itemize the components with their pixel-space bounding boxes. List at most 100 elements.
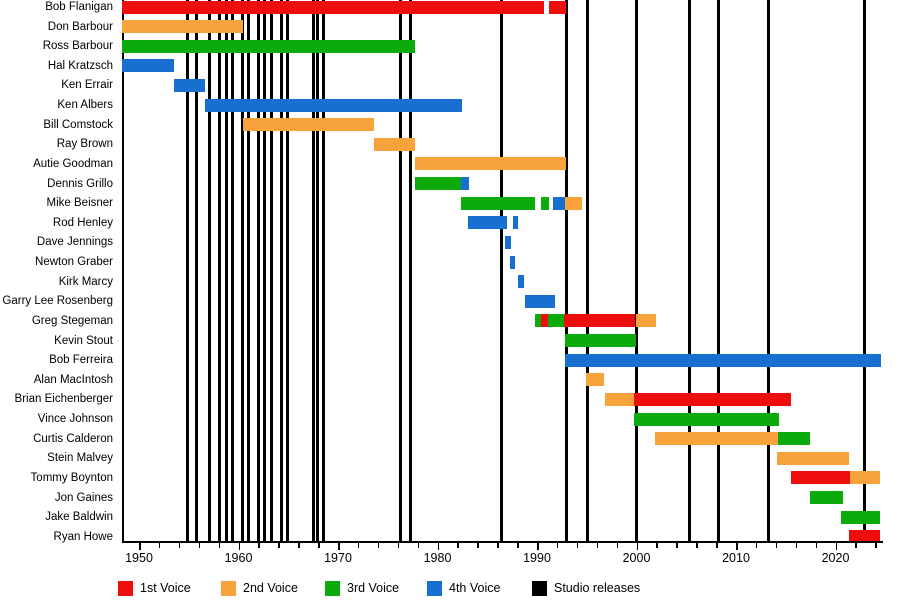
member-label: Curtis Calderon [33, 432, 113, 445]
timeline-bar [635, 314, 657, 328]
timeline-bar [548, 0, 566, 14]
studio-release-line [240, 0, 244, 541]
legend-label: 3rd Voice [347, 581, 400, 595]
studio-release-line [279, 0, 283, 541]
studio-release-line [311, 0, 315, 541]
x-axis-minor-tick [258, 543, 260, 548]
timeline-bar [547, 314, 564, 328]
timeline-bar [535, 314, 541, 328]
legend-label: Studio releases [554, 581, 641, 595]
timeline-bar [540, 196, 549, 210]
x-axis-minor-tick [855, 543, 857, 548]
studio-release-line [256, 0, 260, 541]
studio-release-line [231, 0, 235, 541]
studio-release-line [269, 0, 273, 541]
timeline-bar [461, 196, 535, 210]
member-label: Greg Stegeman [31, 314, 113, 327]
x-axis-minor-tick [815, 543, 818, 548]
member-label: Kevin Stout [54, 334, 113, 347]
timeline-bar [122, 20, 244, 34]
timeline-bar [552, 196, 565, 210]
studio-release-line [218, 0, 222, 541]
member-label: Autie Goodman [33, 157, 113, 170]
x-axis-minor-tick [477, 543, 479, 548]
timeline-bar [373, 137, 415, 151]
member-label: Don Barbour [47, 20, 113, 33]
member-label: Garry Lee Rosenberg [2, 295, 113, 308]
x-axis-minor-tick [556, 543, 559, 548]
x-axis-minor-tick [517, 543, 519, 548]
member-label: Dave Jennings [36, 236, 113, 249]
member-label: Ryan Howe [53, 530, 113, 543]
studio-release-line [499, 0, 503, 541]
member-label: Stein Malvey [47, 452, 113, 465]
studio-release-line [208, 0, 212, 541]
x-axis-tick-label: 1960 [224, 551, 253, 565]
timeline-bar [564, 334, 636, 348]
timeline-bar [809, 491, 844, 504]
x-axis-minor-tick [357, 543, 360, 548]
legend-label: 4th Voice [449, 581, 501, 595]
timeline-bar [776, 451, 850, 465]
member-label: Ray Brown [56, 138, 113, 151]
timeline-bar [461, 177, 470, 191]
member-label: Mike Beisner [46, 197, 113, 210]
timeline-bar [122, 59, 174, 73]
x-axis-minor-tick [596, 543, 599, 548]
x-axis-tick-label: 2020 [821, 551, 850, 565]
x-axis-minor-tick [377, 543, 380, 548]
timeline-bar [518, 275, 525, 289]
timeline-bar [585, 373, 604, 387]
member-label: Vince Johnson [37, 413, 113, 426]
studio-release-line [635, 0, 638, 541]
timeline-bar [850, 471, 881, 485]
member-name-labels: Bob Flanigan Don Barbour Ross Barbour Hal K… [0, 0, 117, 545]
studio-release-line [262, 0, 266, 541]
x-axis-major-tick [835, 543, 837, 550]
legend-label: 1st Voice [140, 581, 191, 595]
studio-release-line [862, 0, 866, 541]
timeline-bar [849, 530, 881, 544]
x-axis-minor-tick [318, 543, 320, 548]
x-axis-major-tick [139, 543, 141, 550]
member-label: Ken Albers [57, 99, 113, 112]
timeline-bar [468, 216, 508, 230]
member-label: Kirk Marcy [58, 275, 113, 288]
member-label: Bob Flanigan [45, 1, 113, 13]
x-axis-minor-tick [158, 543, 161, 548]
studio-release-line [285, 0, 289, 541]
studio-release-line [586, 0, 590, 541]
x-axis-minor-tick [656, 543, 658, 548]
studio-release-line [399, 0, 403, 541]
member-label: Newton Graber [35, 256, 113, 269]
x-axis-major-tick [636, 543, 638, 550]
x-axis-minor-tick [795, 543, 798, 548]
x-axis-minor-tick [576, 543, 579, 548]
timeline-bar [563, 314, 636, 328]
studio-release-line [186, 0, 190, 541]
timeline-bar [173, 78, 205, 92]
legend-swatch-4 [427, 581, 442, 596]
timeline-bar [564, 196, 582, 210]
timeline-bar [122, 39, 415, 53]
x-axis-minor-tick [755, 543, 758, 548]
x-axis-line [122, 541, 883, 543]
member-label: Ken Errair [61, 79, 113, 92]
x-axis-minor-tick [198, 543, 201, 548]
x-axis-tick-label: 2000 [622, 551, 651, 565]
x-axis-major-tick [338, 543, 340, 550]
plot-area: 1950 1960 1970 1980 1990 2000 2010 2020 [122, 0, 883, 565]
x-axis-tick-label: 1980 [423, 551, 452, 565]
timeline-bar [525, 294, 555, 308]
studio-release-line [195, 0, 199, 541]
member-label: Bill Comstock [43, 118, 113, 131]
member-label: Dennis Grillo [47, 177, 113, 190]
timeline-bar [564, 353, 882, 367]
x-axis-minor-tick [775, 543, 778, 548]
timeline-bar [540, 314, 548, 328]
timeline-bar [204, 98, 463, 112]
member-label: Tommy Boynton [30, 471, 113, 484]
legend: 1st Voice 2nd Voice 3rd Voice 4th Voice Stud… [0, 578, 900, 600]
x-axis-major-tick [437, 543, 439, 550]
